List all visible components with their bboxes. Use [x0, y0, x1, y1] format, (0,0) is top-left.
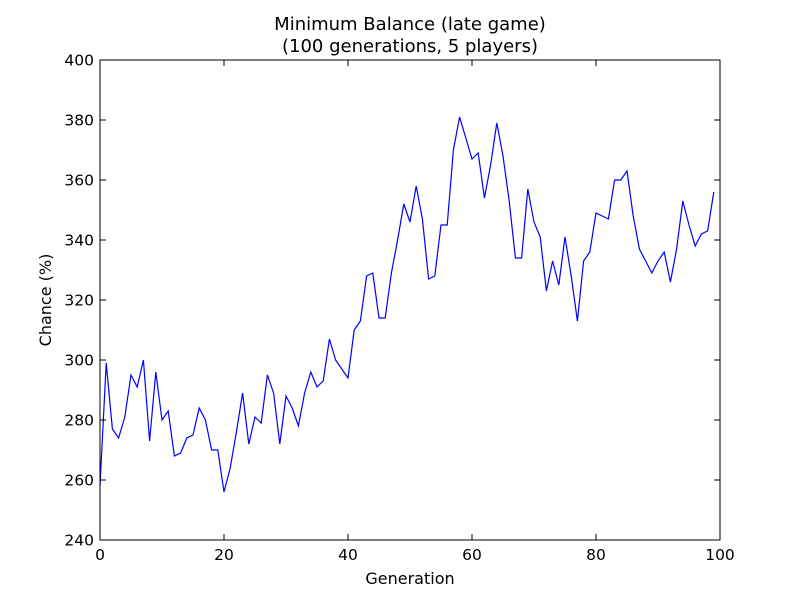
series-line-0: [99, 116, 715, 493]
chart-title: Minimum Balance (late game) (100 generat…: [274, 14, 546, 57]
y-tick-label: 380: [64, 112, 94, 130]
x-tick-label: 40: [338, 546, 358, 564]
x-tick-label: 80: [586, 546, 606, 564]
y-tick-label: 320: [64, 292, 94, 310]
plot-frame: [99, 59, 721, 541]
y-tick-label: 240: [64, 532, 94, 550]
y-tick-label: 400: [64, 52, 94, 70]
x-axis-label: Generation: [365, 569, 454, 588]
y-tick-label: 360: [64, 172, 94, 190]
x-tick-label: 20: [214, 546, 234, 564]
y-tick-label: 340: [64, 232, 94, 250]
y-tick-label: 300: [64, 352, 94, 370]
y-tick-label: 260: [64, 472, 94, 490]
y-tick-label: 280: [64, 412, 94, 430]
x-tick-label: 0: [95, 546, 105, 564]
plot-area: 0 20 40 60 80 100 240 260 280 300 320 340 360 380 400: [64, 52, 734, 565]
chart-title-line-1: Minimum Balance (late game): [274, 14, 546, 35]
x-tick-label: 60: [462, 546, 482, 564]
y-axis-label: Chance (%): [36, 254, 55, 347]
x-tick-label: 100: [705, 546, 735, 564]
chart-title-line-2: (100 generations, 5 players): [282, 36, 538, 57]
